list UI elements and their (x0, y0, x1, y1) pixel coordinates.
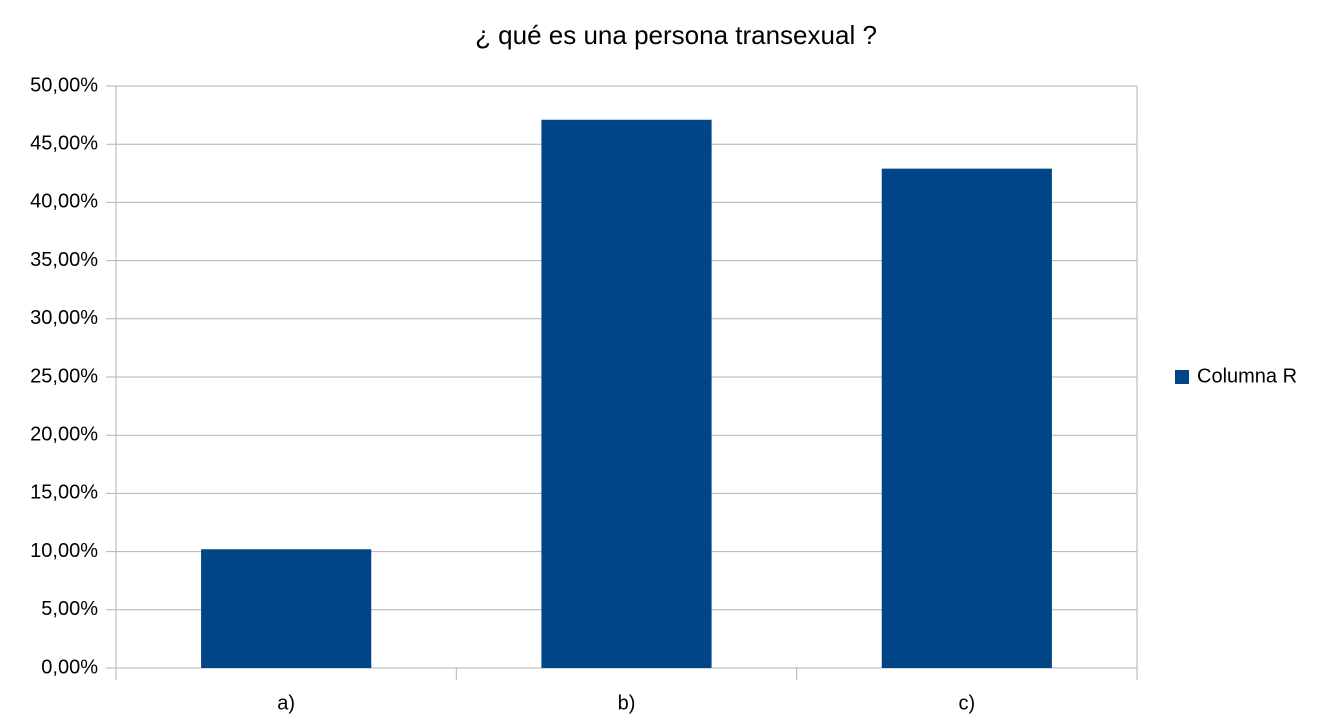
y-tick-label: 50,00% (30, 74, 98, 96)
y-tick-label: 40,00% (30, 191, 98, 213)
bar (541, 119, 712, 669)
y-tick-label: 25,00% (30, 365, 98, 387)
y-tick-label: 45,00% (30, 132, 98, 154)
y-tick-label: 35,00% (30, 249, 98, 271)
x-tick-label: c) (958, 692, 975, 714)
y-tick-label: 20,00% (30, 423, 98, 445)
legend-swatch (1175, 370, 1189, 384)
x-tick-label: a) (277, 692, 295, 714)
y-tick-label: 30,00% (30, 307, 98, 329)
y-tick-label: 10,00% (30, 540, 98, 562)
bar (201, 549, 372, 668)
y-tick-label: 0,00% (41, 656, 98, 678)
y-tick-label: 15,00% (30, 482, 98, 504)
y-tick-label: 5,00% (41, 598, 98, 620)
legend-label: Columna R (1197, 365, 1297, 387)
x-tick-label: b) (618, 692, 636, 714)
chart-title: ¿ qué es una persona transexual ? (475, 20, 877, 50)
bar (881, 168, 1052, 669)
